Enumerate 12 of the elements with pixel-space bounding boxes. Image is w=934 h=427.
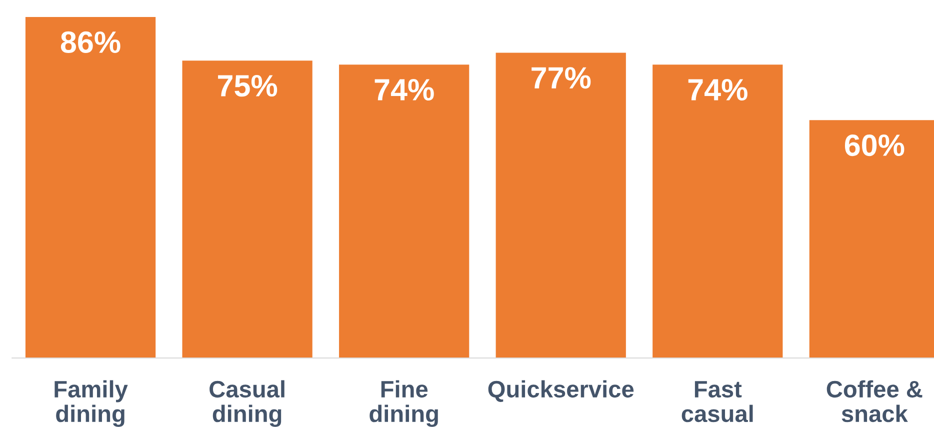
x-tick-label: Fine dining [370,380,438,427]
x-tick-label: Fast casual [682,381,753,422]
data-label: 74% [688,79,748,101]
x-tick-label: Casual dining [210,380,284,427]
x-tick-label: Quickservice [488,380,634,402]
data-label: 60% [844,134,904,156]
data-label: 75% [218,75,278,97]
data-label: 77% [532,67,591,89]
data-label: 74% [374,79,434,101]
x-tick-label: Coffee & snack [826,380,922,422]
x-tick-label: Family dining [54,380,128,427]
data-label: 86% [60,31,120,53]
